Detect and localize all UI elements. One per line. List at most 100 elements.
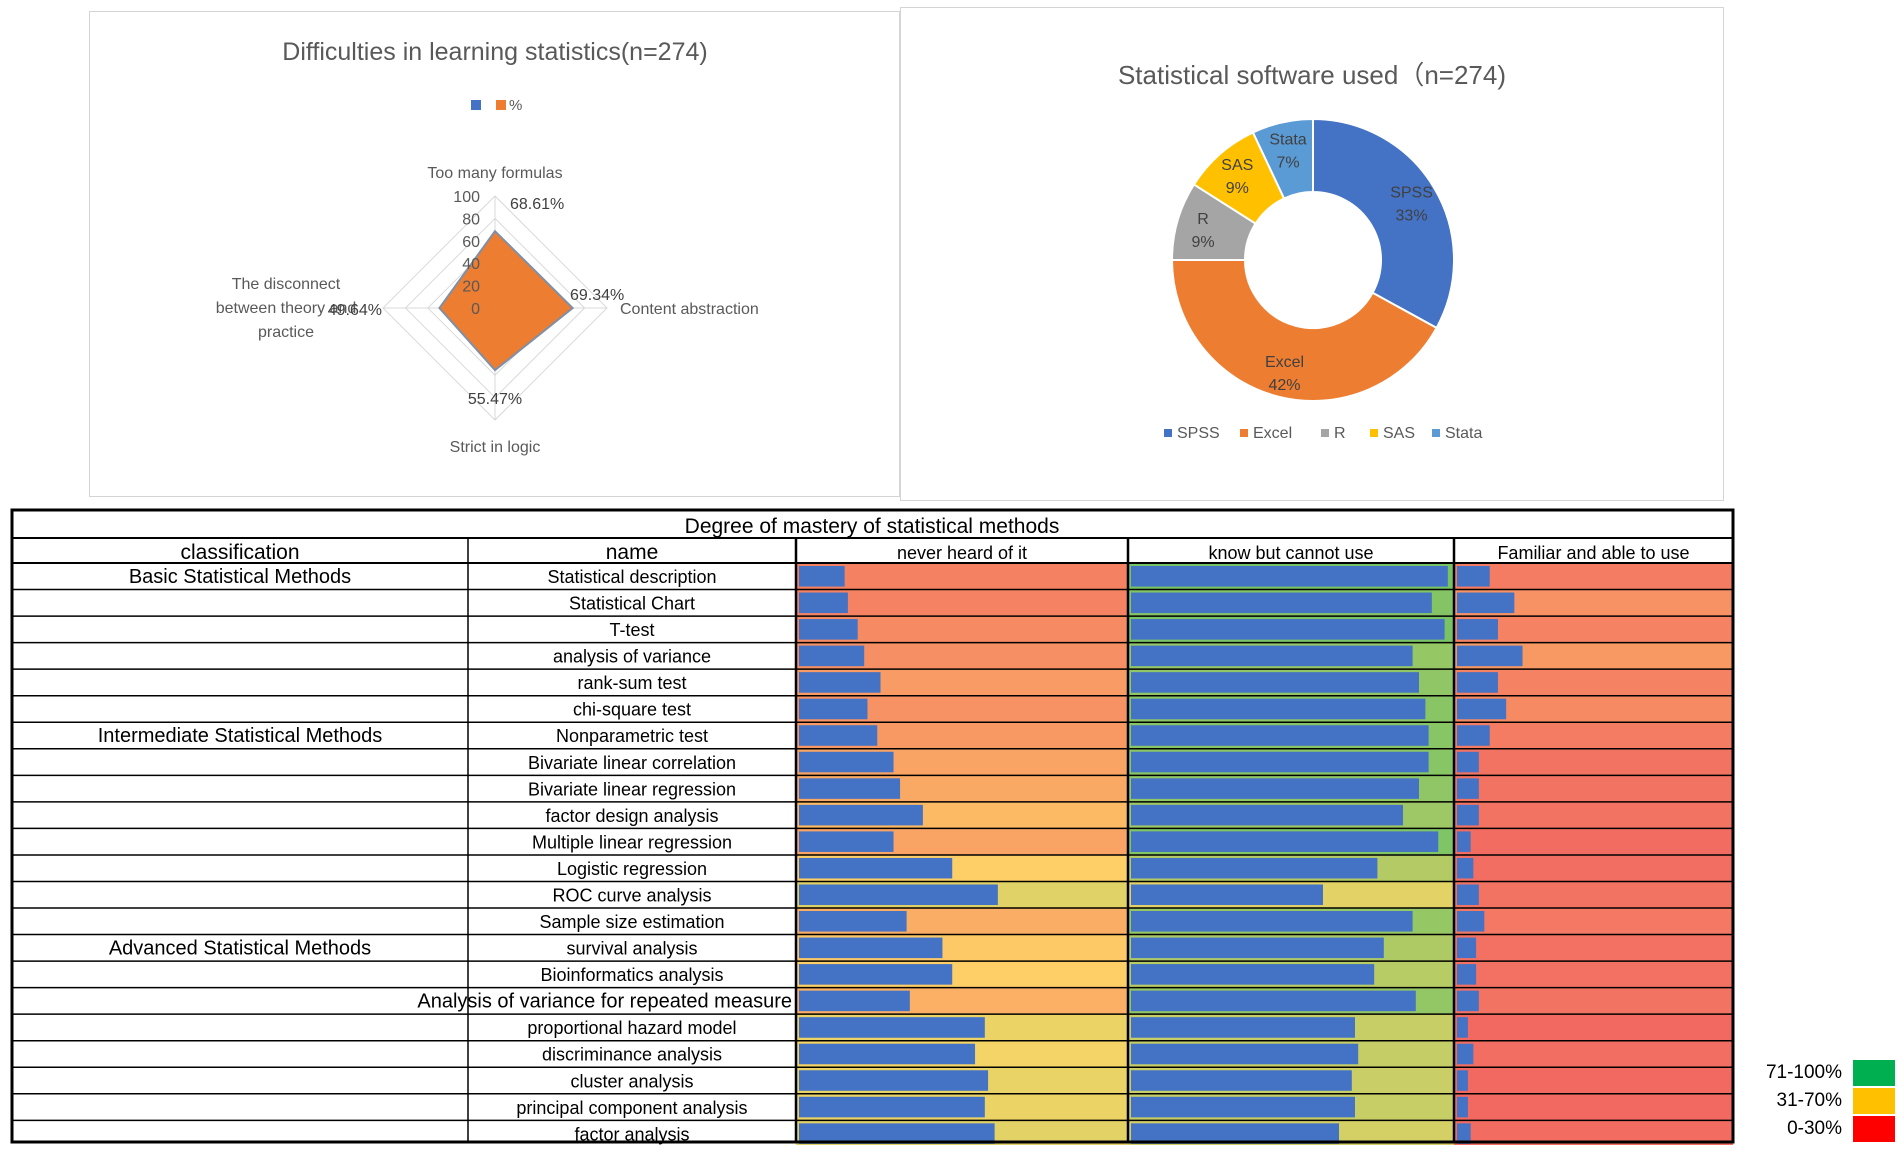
mastery-cell-bg: [796, 589, 1128, 617]
mastery-cell-bg: [1454, 669, 1733, 696]
scale-legend-label: 0-30%: [1787, 1118, 1842, 1139]
mastery-bar: [1457, 698, 1507, 720]
mastery-bar: [1457, 1096, 1468, 1118]
radar-chart: Difficulties in learning statistics(n=27…: [216, 38, 759, 456]
radar-title: Difficulties in learning statistics(n=27…: [282, 38, 707, 66]
mastery-bar: [1131, 911, 1413, 932]
table-header: name: [606, 541, 659, 564]
mastery-cell-bg: [1454, 987, 1733, 1015]
donut-chart: Statistical software used（n=274) SPSS 33% E…: [1118, 60, 1506, 442]
table-method-name: discriminance analysis: [542, 1045, 722, 1065]
table-method-name: Nonparametric test: [556, 726, 708, 746]
donut-slice-name: SPSS: [1390, 185, 1433, 202]
mastery-bar: [799, 619, 858, 640]
donut-slice-excel: [1170, 259, 1438, 402]
mastery-bar: [1457, 751, 1479, 773]
mastery-cell-bg: [1454, 616, 1733, 643]
table-method-name: factor analysis: [574, 1124, 689, 1144]
table-method-name: analysis of variance: [553, 647, 711, 667]
mastery-bar: [1131, 1017, 1355, 1038]
donut-legend-marker: [1370, 429, 1378, 437]
radar-tick-label: 80: [462, 211, 480, 228]
donut-legend-label: R: [1334, 425, 1346, 442]
mastery-bar: [1457, 884, 1479, 906]
mastery-bar: [1457, 990, 1479, 1012]
table-title: Degree of mastery of statistical methods: [685, 515, 1060, 538]
mastery-bar: [799, 778, 901, 799]
radar-series-area: [438, 229, 575, 372]
mastery-bar: [799, 1070, 989, 1091]
mastery-bar: [1457, 672, 1498, 693]
mastery-bar: [1457, 804, 1479, 826]
mastery-bar: [1457, 857, 1474, 879]
table-method-name: survival analysis: [566, 939, 697, 959]
mastery-bar: [1131, 1043, 1359, 1065]
table-header: know but cannot use: [1208, 543, 1373, 563]
mastery-bar: [1131, 937, 1384, 959]
mastery-bar: [1131, 1123, 1339, 1144]
mastery-bar: [1131, 1070, 1352, 1091]
legend-orange-marker: [496, 100, 506, 110]
mastery-cell-bg: [1454, 722, 1733, 749]
radar-tick-label: 0: [471, 301, 480, 318]
donut-slice-percent: 33%: [1396, 208, 1428, 225]
mastery-bar: [1457, 1017, 1468, 1038]
scale-legend-swatch: [1853, 1060, 1895, 1086]
mastery-bar: [1131, 804, 1403, 826]
table-method-name: Sample size estimation: [539, 912, 724, 932]
mastery-bar: [1457, 831, 1471, 852]
table-method-name: T-test: [609, 620, 654, 640]
table-header: Familiar and able to use: [1497, 543, 1689, 563]
donut-legend-marker: [1321, 429, 1329, 437]
mastery-bar: [1457, 619, 1498, 640]
table-method-name: factor design analysis: [545, 806, 718, 826]
radar-axis-label: Strict in logic: [450, 439, 541, 456]
table-method-name: Bivariate linear regression: [528, 779, 736, 799]
table-classification: Analysis of variance for repeated measur…: [417, 991, 792, 1013]
color-scale-legend: 71-100% 31-70% 0-30%: [1766, 1060, 1895, 1142]
table-header: never heard of it: [897, 543, 1027, 563]
mastery-cell-bg: [1454, 828, 1733, 855]
table-method-name: principal component analysis: [516, 1098, 747, 1118]
table-method-name: ROC curve analysis: [552, 885, 711, 905]
scale-legend-label: 31-70%: [1777, 1090, 1843, 1111]
scale-legend-swatch: [1853, 1116, 1895, 1142]
mastery-bar: [1131, 645, 1413, 667]
mastery-bar: [799, 1043, 976, 1065]
mastery-bar: [1131, 884, 1323, 906]
mastery-bar: [799, 1123, 995, 1144]
mastery-bar: [799, 566, 845, 587]
donut-slice-name: SAS: [1221, 157, 1253, 174]
mastery-bar: [1131, 990, 1416, 1012]
mastery-bar: [799, 672, 881, 693]
radar-tick-label: 20: [462, 279, 480, 296]
donut-slice-percent: 9%: [1226, 180, 1249, 197]
mastery-bar: [1131, 725, 1429, 746]
radar-value-label: 49.64%: [328, 302, 382, 319]
table-method-name: Bioinformatics analysis: [540, 965, 723, 985]
mastery-bar: [1457, 1070, 1468, 1091]
mastery-bar: [799, 592, 848, 614]
radar-tick-label: 60: [462, 234, 480, 251]
mastery-bar: [799, 725, 878, 746]
mastery-bar: [1457, 1043, 1474, 1065]
mastery-cell-bg: [1454, 1040, 1733, 1068]
table-method-name: rank-sum test: [577, 673, 686, 693]
table-classification: Intermediate Statistical Methods: [98, 725, 383, 747]
donut-chart-panel: Statistical software used（n=274) SPSS 33% E…: [900, 7, 1724, 501]
table-header: classification: [180, 541, 299, 564]
mastery-bar: [1131, 1096, 1355, 1118]
mastery-cell-bg: [1454, 854, 1733, 882]
mastery-bar: [1131, 619, 1445, 640]
legend-orange-label: %: [509, 97, 522, 114]
mastery-cell-bg: [1454, 1067, 1733, 1094]
table-method-name: Multiple linear regression: [532, 832, 732, 852]
mastery-bar: [799, 804, 923, 826]
mastery-bar: [1457, 778, 1479, 799]
mastery-bar: [1131, 672, 1419, 693]
donut-legend-label: Excel: [1253, 425, 1292, 442]
donut-slice-name: Stata: [1269, 131, 1306, 148]
donut-slice-percent: 7%: [1276, 154, 1299, 171]
donut-slice-name: Excel: [1265, 354, 1304, 371]
table-method-name: cluster analysis: [570, 1071, 693, 1091]
